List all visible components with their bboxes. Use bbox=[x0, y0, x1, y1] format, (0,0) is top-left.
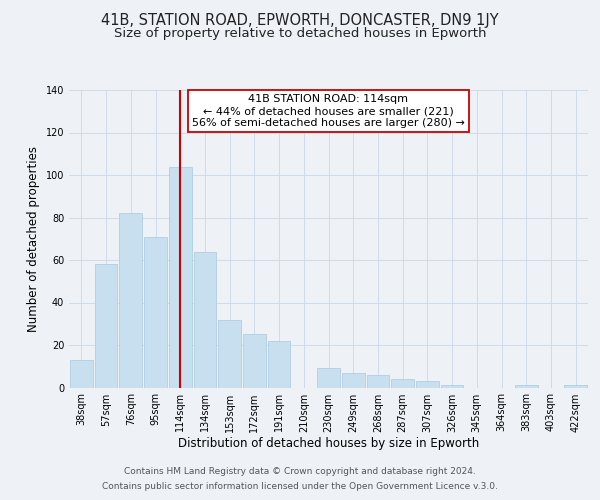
Bar bbox=[194, 252, 216, 388]
Text: 41B, STATION ROAD, EPWORTH, DONCASTER, DN9 1JY: 41B, STATION ROAD, EPWORTH, DONCASTER, D… bbox=[101, 12, 499, 28]
Bar bbox=[119, 213, 142, 388]
Bar bbox=[70, 360, 93, 388]
Bar bbox=[144, 236, 167, 388]
Bar bbox=[515, 386, 538, 388]
Text: Size of property relative to detached houses in Epworth: Size of property relative to detached ho… bbox=[114, 28, 486, 40]
Bar bbox=[416, 381, 439, 388]
Bar bbox=[317, 368, 340, 388]
Bar bbox=[564, 386, 587, 388]
Bar bbox=[342, 372, 365, 388]
Bar bbox=[218, 320, 241, 388]
X-axis label: Distribution of detached houses by size in Epworth: Distribution of detached houses by size … bbox=[178, 438, 479, 450]
Bar bbox=[367, 375, 389, 388]
Text: Contains public sector information licensed under the Open Government Licence v.: Contains public sector information licen… bbox=[102, 482, 498, 491]
Bar bbox=[441, 386, 463, 388]
Text: Contains HM Land Registry data © Crown copyright and database right 2024.: Contains HM Land Registry data © Crown c… bbox=[124, 467, 476, 476]
Bar bbox=[391, 379, 414, 388]
Y-axis label: Number of detached properties: Number of detached properties bbox=[27, 146, 40, 332]
Bar bbox=[169, 166, 191, 388]
Text: 41B STATION ROAD: 114sqm
← 44% of detached houses are smaller (221)
56% of semi-: 41B STATION ROAD: 114sqm ← 44% of detach… bbox=[192, 94, 465, 128]
Bar bbox=[268, 341, 290, 388]
Bar bbox=[243, 334, 266, 388]
Bar bbox=[95, 264, 118, 388]
